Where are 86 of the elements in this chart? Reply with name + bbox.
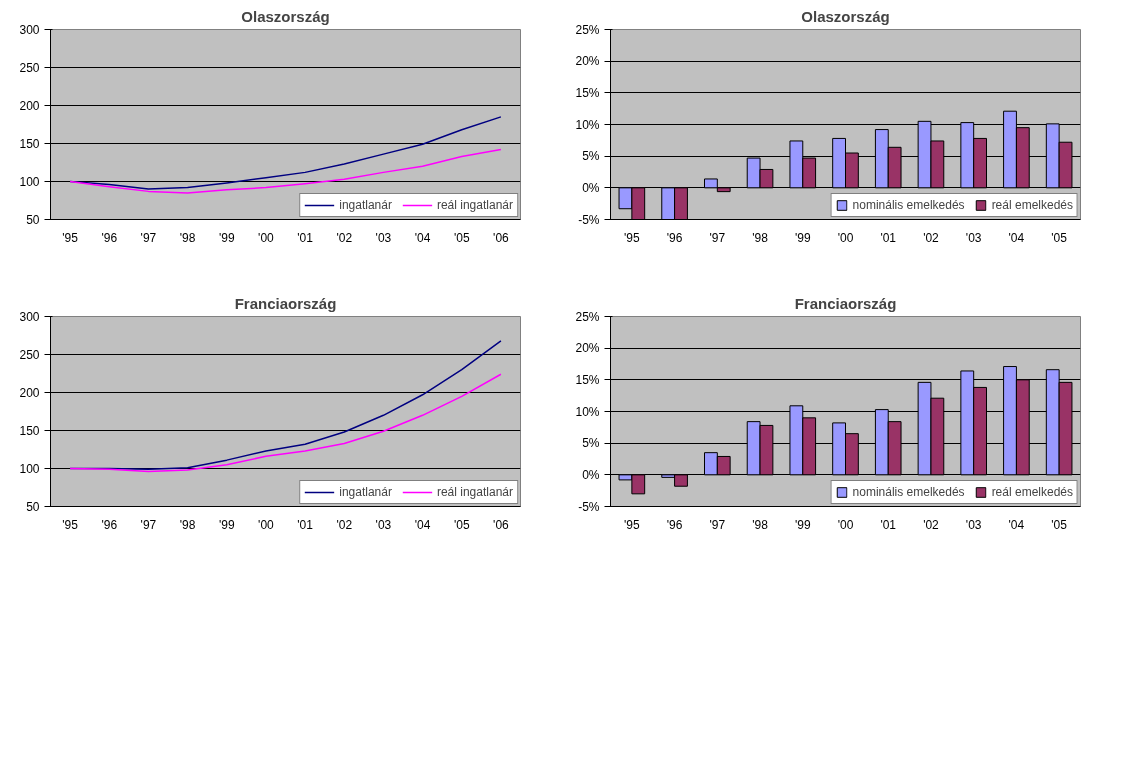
y-tick-label: 300: [19, 23, 40, 37]
x-tick-label: '02: [923, 517, 940, 532]
x-tick-label: '03: [965, 517, 982, 532]
x-tick-label: '03: [375, 230, 392, 245]
x-tick-label: '95: [62, 517, 79, 532]
y-tick-label: 10%: [575, 404, 600, 419]
x-tick-label: '98: [179, 517, 196, 532]
legend-label: reál ingatlanár: [436, 485, 513, 499]
y-tick-label: 5%: [582, 149, 600, 164]
x-tick-label: '97: [140, 517, 157, 532]
y-tick-label: 100: [19, 175, 40, 189]
legend-label: reál emelkedés: [991, 485, 1073, 499]
x-tick-label: '05: [1051, 230, 1068, 245]
x-tick-label: '05: [1051, 517, 1068, 532]
y-tick-label: 15%: [575, 372, 600, 387]
x-tick-label: '00: [258, 517, 275, 532]
x-tick-label: '96: [101, 230, 118, 245]
y-tick-label: 150: [19, 424, 40, 438]
y-tick-label: 150: [19, 137, 40, 151]
y-tick-label: 5%: [582, 436, 600, 451]
y-tick-label: 50: [26, 213, 40, 227]
x-tick-label: '95: [624, 517, 641, 532]
y-tick-label: 15%: [575, 85, 600, 100]
x-tick-label: '03: [965, 230, 982, 245]
x-tick-label: '04: [1008, 517, 1025, 532]
y-tick-label: 20%: [575, 54, 600, 69]
x-tick-label: '96: [666, 230, 683, 245]
x-tick-label: '99: [794, 230, 811, 245]
x-tick-label: '98: [752, 517, 769, 532]
y-tick-label: 200: [19, 386, 40, 400]
x-tick-label: '04: [414, 517, 431, 532]
x-tick-label: '95: [624, 230, 641, 245]
x-tick-label: '05: [453, 230, 470, 245]
x-tick-label: '05: [453, 517, 470, 532]
x-tick-label: '99: [794, 517, 811, 532]
x-tick-label: '04: [414, 230, 431, 245]
x-tick-label: '96: [666, 517, 683, 532]
y-tick-label: 250: [19, 61, 40, 75]
legend-label: ingatlanár: [339, 198, 392, 212]
x-tick-label: '06: [493, 230, 510, 245]
legend-label: nominális emelkedés: [852, 198, 965, 212]
y-tick-label: 300: [19, 310, 40, 324]
y-tick-label: 20%: [575, 341, 600, 356]
legend-label: reál ingatlanár: [436, 198, 513, 212]
line-series: [69, 373, 502, 473]
x-tick-label: '00: [258, 230, 275, 245]
chart-title: Franciaország: [794, 294, 897, 312]
y-tick-label: 100: [19, 462, 40, 476]
y-tick-label: 10%: [575, 117, 600, 132]
x-tick-label: '95: [62, 230, 79, 245]
x-tick-label: '04: [1008, 230, 1025, 245]
x-tick-label: '02: [923, 230, 940, 245]
y-tick-label: 0%: [582, 467, 600, 482]
legend-label: nominális emelkedés: [852, 485, 965, 499]
line-series: [69, 148, 502, 194]
x-tick-label: '97: [140, 230, 157, 245]
x-tick-label: '02: [336, 517, 353, 532]
y-tick-label: -5%: [578, 499, 600, 514]
x-tick-label: '98: [752, 230, 769, 245]
x-tick-label: '98: [179, 230, 196, 245]
x-tick-label: '99: [218, 517, 235, 532]
x-tick-label: '01: [297, 230, 314, 245]
x-tick-label: '03: [375, 517, 392, 532]
y-tick-label: 25%: [575, 309, 600, 324]
legend-label: reál emelkedés: [991, 198, 1073, 212]
x-tick-label: '01: [880, 517, 897, 532]
chart-title: Olaszország: [241, 7, 330, 25]
y-tick-label: 250: [19, 348, 40, 362]
y-tick-label: 0%: [582, 180, 600, 195]
chart-title: Franciaország: [234, 294, 337, 312]
x-tick-label: '06: [493, 517, 510, 532]
legend-label: ingatlanár: [339, 485, 392, 499]
y-tick-label: 200: [19, 99, 40, 113]
x-tick-label: '00: [837, 517, 854, 532]
y-tick-label: 25%: [575, 22, 600, 37]
x-tick-label: '01: [880, 230, 897, 245]
x-tick-label: '02: [336, 230, 353, 245]
x-tick-label: '97: [709, 517, 726, 532]
x-tick-label: '01: [297, 517, 314, 532]
chart-title: Olaszország: [801, 7, 890, 25]
x-tick-label: '00: [837, 230, 854, 245]
x-tick-label: '96: [101, 517, 118, 532]
y-tick-label: -5%: [578, 212, 600, 227]
y-tick-label: 50: [26, 500, 40, 514]
x-tick-label: '99: [218, 230, 235, 245]
x-tick-label: '97: [709, 230, 726, 245]
